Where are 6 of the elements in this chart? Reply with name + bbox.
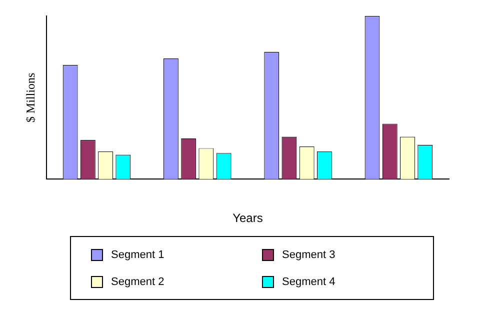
legend-label: Segment 2	[111, 276, 164, 288]
legend-label: Segment 1	[111, 248, 164, 260]
legend-label: Segment 4	[282, 276, 336, 288]
y-axis-title: $ Millions	[23, 72, 38, 122]
legend-label: Segment 3	[282, 248, 336, 260]
x-axis-title: Years	[232, 211, 263, 226]
